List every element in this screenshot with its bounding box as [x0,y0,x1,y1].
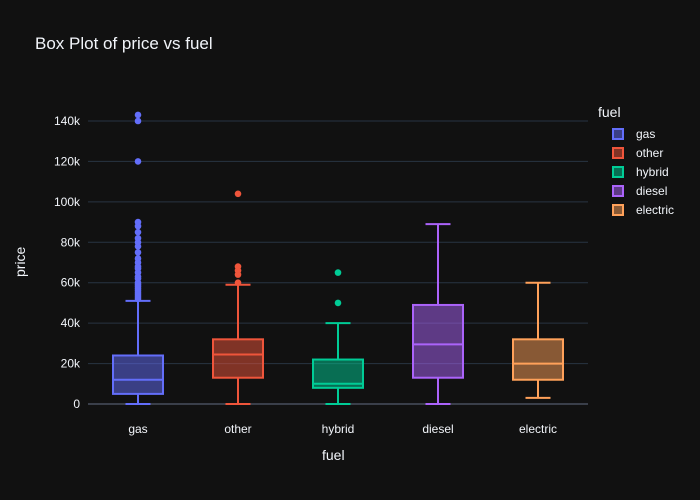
legend-item-other[interactable]: other [598,143,674,162]
legend-label: gas [636,126,656,141]
outlier-point [134,218,142,226]
legend-label: diesel [636,183,668,198]
x-tick-label: gas [128,422,147,436]
outlier-point [134,234,142,242]
y-tick-label: 0 [73,397,80,411]
legend-swatch [612,203,624,216]
outlier-point [334,299,342,307]
legend-swatch [612,127,624,140]
outlier-point [234,263,242,270]
legend-swatch [612,184,624,197]
x-tick-label: other [224,422,251,436]
y-tick-label: 100k [54,195,81,209]
legend-swatch [612,165,624,178]
legend-label: hybrid [636,164,669,179]
box-other [212,338,264,379]
y-tick-label: 40k [61,316,81,330]
outlier-point [134,111,142,119]
box-gas [112,354,164,395]
box-diesel [412,303,464,379]
y-tick-label: 60k [61,276,81,290]
legend-label: electric [636,202,675,217]
outlier-point [134,228,142,236]
legend-item-electric[interactable]: electric [598,200,674,219]
outlier-point [134,117,142,125]
box-electric [512,338,564,381]
y-axis-title: price [12,246,28,277]
legend-label: other [636,145,664,160]
chart-title: Box Plot of price vs fuel [35,34,213,53]
outlier-point [134,255,142,262]
x-tick-label: diesel [422,422,453,436]
outlier-point [334,269,342,276]
legend-swatch [612,146,624,159]
x-tick-label: electric [519,422,557,436]
y-tick-label: 20k [61,357,81,371]
legend: fuel gas other hybrid diesel electric [598,104,674,219]
outlier-point [134,249,142,256]
outlier-point [134,158,142,165]
outlier-point [234,279,242,287]
legend-item-gas[interactable]: gas [598,124,674,143]
y-tick-label: 80k [61,235,81,249]
legend-item-diesel[interactable]: diesel [598,181,674,200]
outlier-point [234,190,242,198]
legend-title: fuel [598,104,621,120]
legend-item-hybrid[interactable]: hybrid [598,162,674,181]
y-tick-label: 140k [54,114,81,128]
x-axis-title: fuel [322,447,345,463]
x-tick-label: hybrid [322,422,355,436]
y-tick-label: 120k [54,154,81,168]
